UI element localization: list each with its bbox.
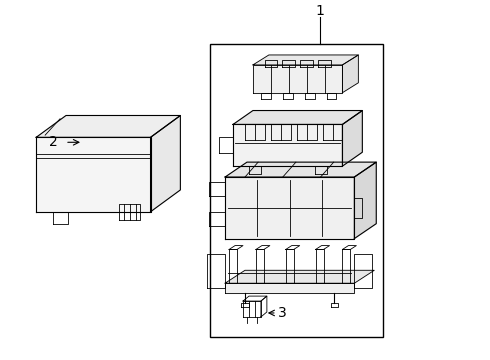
Polygon shape [150, 116, 180, 212]
Polygon shape [233, 125, 343, 166]
Polygon shape [354, 162, 376, 239]
Text: 3: 3 [278, 306, 287, 320]
Polygon shape [36, 137, 150, 212]
Polygon shape [343, 111, 362, 166]
Polygon shape [225, 270, 374, 283]
Polygon shape [225, 177, 354, 239]
Polygon shape [225, 162, 376, 177]
Text: 1: 1 [315, 4, 324, 18]
Polygon shape [253, 55, 358, 65]
Polygon shape [233, 111, 362, 125]
Polygon shape [36, 116, 180, 137]
Polygon shape [225, 283, 354, 293]
Bar [210, 44, 383, 337]
Polygon shape [253, 65, 343, 93]
Polygon shape [343, 55, 358, 93]
Text: 2: 2 [49, 135, 57, 149]
